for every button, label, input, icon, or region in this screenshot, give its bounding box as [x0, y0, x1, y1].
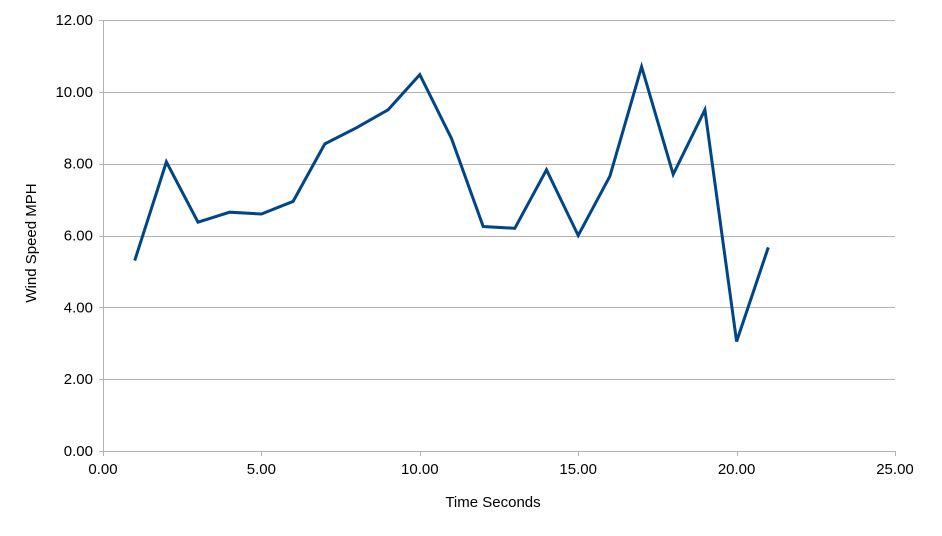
x-tick-label: 10.00 [401, 461, 439, 478]
y-tick-label: 2.00 [64, 371, 93, 388]
x-tick-label: 25.00 [876, 461, 914, 478]
y-tick-label: 0.00 [64, 443, 93, 460]
y-tick-label: 4.00 [64, 299, 93, 316]
series-line [133, 61, 770, 342]
y-axis-title: Wind Speed MPH [23, 183, 40, 302]
y-tick-label: 12.00 [55, 12, 93, 29]
x-tick-label: 0.00 [88, 461, 117, 478]
grid-layer [103, 20, 895, 380]
series-layer [133, 61, 770, 342]
x-tick-label: 5.00 [247, 461, 276, 478]
x-tick-label: 20.00 [718, 461, 756, 478]
y-tick-label: 10.00 [55, 84, 93, 101]
axis-layer [99, 20, 896, 456]
y-tick-label: 8.00 [64, 156, 93, 173]
y-tick-label: 6.00 [64, 228, 93, 245]
x-tick-label: 15.00 [559, 461, 597, 478]
label-layer: Time Seconds Wind Speed MPH 0.00 2.00 4.00… [23, 12, 914, 511]
x-axis-title: Time Seconds [445, 494, 540, 511]
